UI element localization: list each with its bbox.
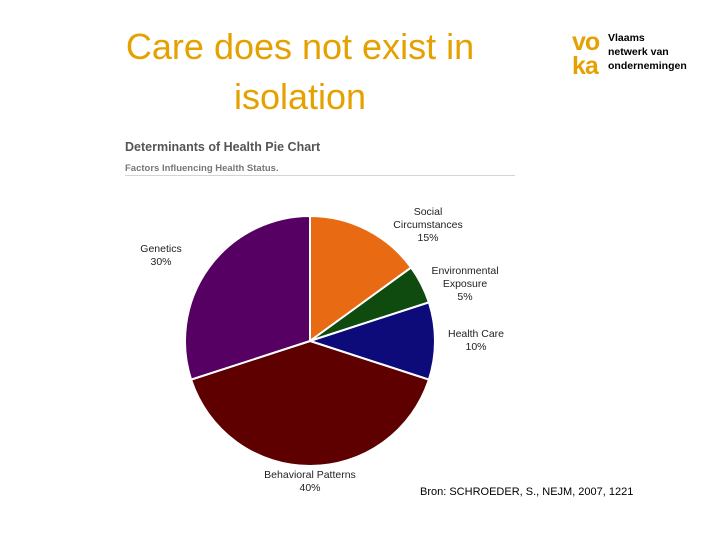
pie-slice-health-care <box>306 301 436 381</box>
slice-name-label: Exposure <box>443 278 488 290</box>
slice-value-label: 30% <box>150 256 171 268</box>
voka-logo: vo ka Vlaams netwerk van ondernemingen <box>572 28 720 88</box>
logo-text: Vlaams netwerk van ondernemingen <box>608 31 687 73</box>
logo-mark-line1: vo <box>572 30 600 56</box>
slice-name-label: Behavioral Patterns <box>264 469 356 481</box>
slice-label-environmental-exposure: Environmental Exposure 5% <box>431 265 498 303</box>
slice-name-label: Social <box>414 206 443 218</box>
pie-slice-social-circumstances <box>309 214 413 343</box>
slide-title-line2: isolation <box>233 76 367 117</box>
slice-label-social-circumstances: Social Circumstances 15% <box>393 206 462 244</box>
slice-name-label: Circumstances <box>393 219 462 231</box>
source-citation: Bron: SCHROEDER, S., NEJM, 2007, 1221 <box>420 486 634 498</box>
slide-title-line1: Care does not exist in <box>125 26 475 67</box>
slice-name-label: Environmental <box>431 265 498 277</box>
logo-text-line2: netwerk van <box>608 46 669 58</box>
slice-value-label: 15% <box>417 232 438 244</box>
slice-value-label: 10% <box>465 341 486 353</box>
pie-slice-behavioral-patterns <box>189 339 431 467</box>
slice-label-health-care: Health Care 10% <box>448 328 504 353</box>
slice-name-label: Health Care <box>448 328 504 340</box>
slice-label-genetics: Genetics 30% <box>140 243 181 268</box>
logo-text-line3: ondernemingen <box>608 60 687 72</box>
slice-value-label: 40% <box>299 482 320 494</box>
chart-subtitle: Factors Influencing Health Status. <box>125 163 279 174</box>
slice-name-label: Genetics <box>140 243 181 255</box>
slice-label-behavioral-patterns: Behavioral Patterns 40% <box>264 469 356 494</box>
slide-title: Care does not exist in isolation <box>60 22 540 122</box>
logo-mark-line2: ka <box>572 52 599 80</box>
pie-slice-genetics <box>184 214 311 381</box>
slice-value-label: 5% <box>457 291 472 303</box>
logo-mark: vo ka <box>572 30 604 84</box>
logo-text-line1: Vlaams <box>608 32 645 44</box>
chart-title: Determinants of Health Pie Chart <box>125 140 321 154</box>
chart-heading-divider <box>125 175 515 176</box>
